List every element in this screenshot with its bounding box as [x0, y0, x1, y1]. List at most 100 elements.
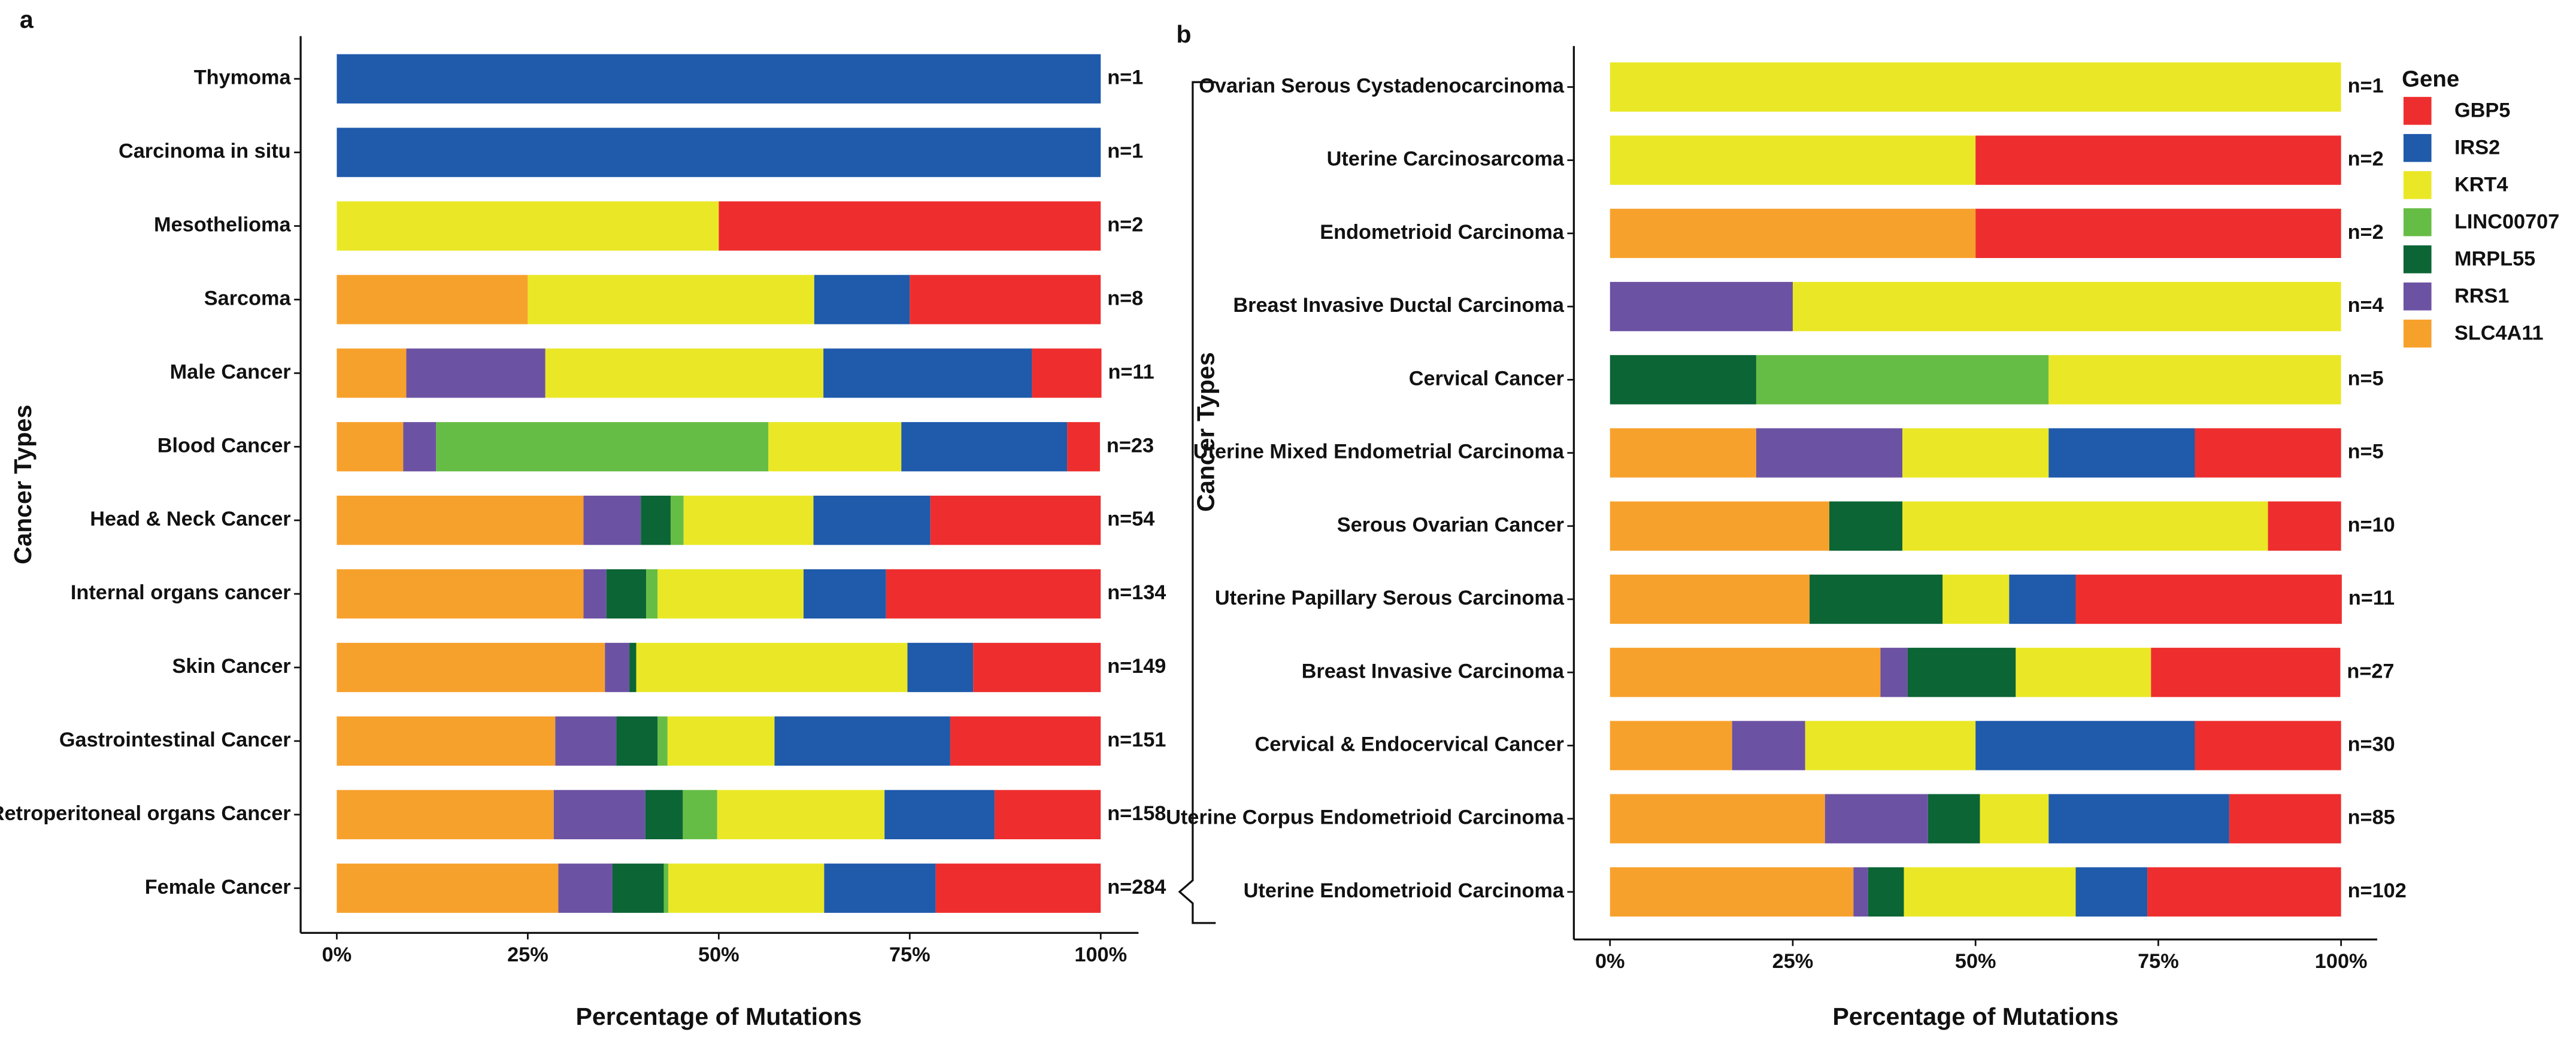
n-label: n=10 [2348, 514, 2395, 536]
bar-segment [337, 422, 404, 472]
bar-segment [901, 422, 1068, 472]
y-axis-title: Cancer Types [9, 405, 37, 565]
legend-swatch [2403, 245, 2432, 274]
n-label: n=11 [1108, 360, 1154, 383]
bar-segment [2075, 867, 2148, 917]
y-tick-label: Uterine Papillary Serous Carcinoma [1215, 587, 1565, 609]
bar-segment [1610, 648, 1881, 697]
bar-segment [1732, 721, 1805, 770]
bar-segment [2048, 355, 2341, 405]
y-tick-label: Female Cancer [145, 876, 291, 899]
bar-segment [657, 569, 804, 619]
bar-segment [935, 863, 1101, 913]
y-tick-label: Breast Invasive Carcinoma [1302, 660, 1565, 682]
y-tick-label: Cervical Cancer [1409, 367, 1564, 390]
bar-segment [337, 790, 554, 839]
bar-segment [910, 275, 1101, 324]
x-tick-label: 25% [1772, 950, 1814, 973]
bracket [1178, 81, 1216, 924]
y-tick-label: Cervical & Endocervical Cancer [1255, 733, 1564, 756]
bar-segment [683, 790, 717, 839]
n-label: n=1 [2348, 74, 2384, 97]
bar-segment [1902, 501, 2268, 551]
n-label: n=134 [1107, 581, 1166, 604]
bar-segment [884, 790, 995, 839]
bar-segment [613, 863, 664, 913]
bar-segment [636, 642, 908, 693]
bar-segment [403, 422, 437, 472]
y-tick-label: Internal organs cancer [71, 581, 291, 604]
n-label: n=284 [1107, 876, 1166, 899]
n-label: n=1 [1107, 66, 1143, 89]
bar-segment [337, 128, 1101, 177]
bar-segment [2048, 428, 2195, 478]
y-tick-label: Thymoma [194, 66, 292, 89]
legend-swatch [2403, 319, 2432, 348]
n-label: n=149 [1107, 655, 1166, 678]
x-tick-label: 50% [1955, 950, 1996, 973]
x-tick-label: 0% [322, 943, 352, 966]
bar-segment [337, 642, 605, 693]
bar-segment [1975, 208, 2341, 259]
bar-segment [1975, 135, 2341, 185]
bar-segment [1829, 501, 1903, 551]
bar-segment [814, 275, 910, 324]
bar-segment [337, 54, 1101, 104]
bar-segment [813, 496, 931, 545]
bar-segment [645, 790, 683, 839]
legend-label: SLC4A11 [2454, 322, 2544, 345]
bar-segment [1853, 867, 1868, 917]
bar-segment [337, 201, 719, 251]
bar-segment [583, 569, 607, 619]
n-label: n=27 [2347, 660, 2394, 682]
legend-label: GBP5 [2454, 99, 2510, 122]
legend-swatch [2403, 96, 2432, 125]
y-tick-label: Ovarian Serous Cystadenocarcinoma [1199, 74, 1565, 97]
n-label: n=54 [1107, 508, 1154, 530]
legend-title: Gene [2402, 66, 2459, 92]
n-label: n=23 [1107, 434, 1154, 457]
bar-segment [1980, 794, 2049, 843]
x-tick-label: 75% [2138, 950, 2179, 973]
y-tick-label: Mesothelioma [154, 214, 292, 236]
bar-segment [803, 569, 886, 619]
n-label: n=5 [2348, 367, 2384, 390]
legend-swatch [2403, 171, 2432, 199]
x-tick-label: 75% [889, 943, 931, 966]
y-tick-label: Skin Cancer [172, 655, 290, 678]
bar-segment [886, 569, 1101, 619]
bar-segment [337, 275, 528, 324]
n-label: n=1 [1107, 140, 1143, 163]
bar-segment [1942, 574, 2010, 624]
bar-segment [337, 863, 559, 913]
bar-segment [583, 496, 641, 545]
bar-segment [657, 716, 668, 766]
y-tick-label: Carcinoma in situ [119, 140, 291, 163]
panel-label: a [20, 6, 34, 34]
bar-segment [2016, 648, 2151, 697]
bar-segment [1610, 281, 1793, 332]
bar-segment [2048, 794, 2229, 843]
y-tick-label: Gastrointestinal Cancer [59, 729, 291, 751]
bar-segment [555, 716, 617, 766]
x-tick-label: 25% [507, 943, 548, 966]
n-label: n=30 [2348, 733, 2395, 756]
bar-segment [528, 275, 814, 324]
bar-segment [2229, 794, 2341, 843]
bar-segment [1610, 135, 1976, 185]
bar-segment [2195, 428, 2341, 478]
bar-segment [1904, 867, 2076, 917]
x-tick-label: 100% [2315, 950, 2368, 973]
bar-segment [950, 716, 1101, 766]
bar-segment [668, 863, 825, 913]
bar-segment [1610, 794, 1825, 843]
y-tick-label: Uterine Mixed Endometrial Carcinoma [1193, 441, 1565, 463]
bar-segment [2075, 574, 2342, 624]
n-label: n=11 [2348, 587, 2395, 609]
bar-segment [1880, 648, 1908, 697]
x-tick-label: 100% [1074, 943, 1127, 966]
bar-segment [1610, 62, 2341, 112]
bar-segment [545, 348, 824, 398]
